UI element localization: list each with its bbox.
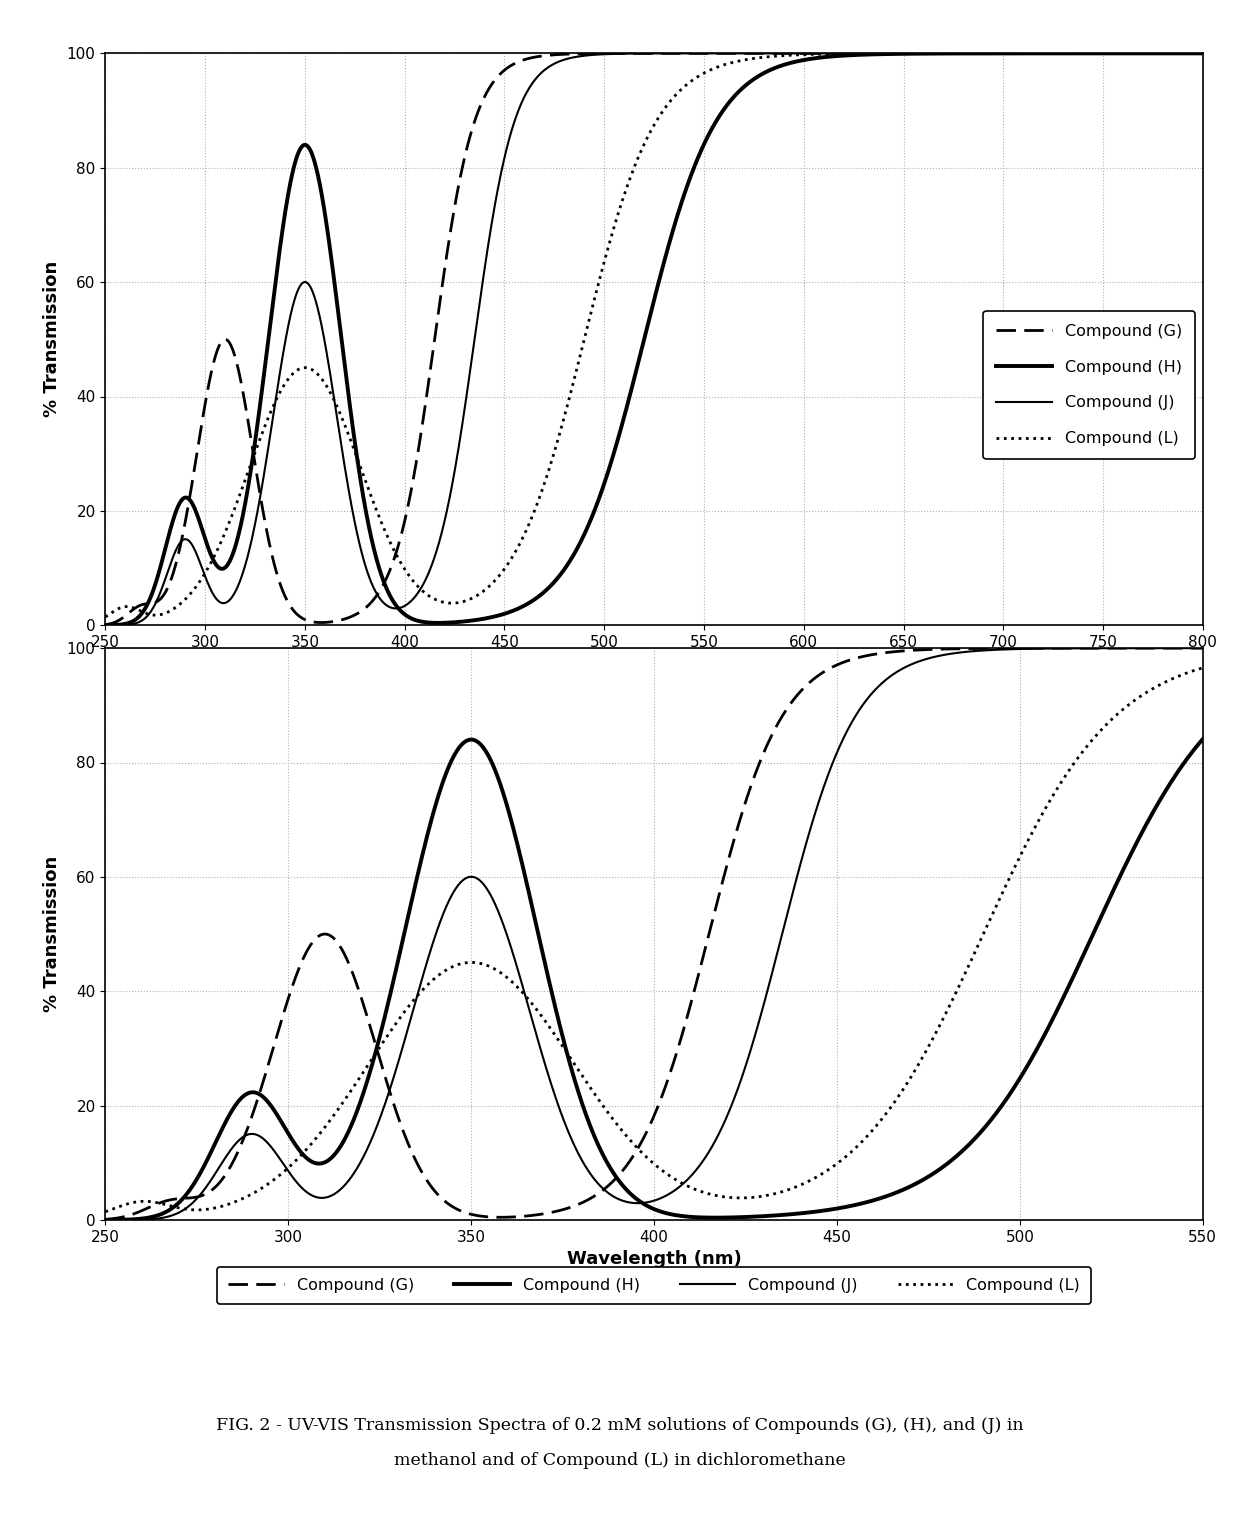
Legend: Compound (G), Compound (H), Compound (J), Compound (L): Compound (G), Compound (H), Compound (J)… bbox=[217, 1267, 1091, 1304]
X-axis label: Wavelength (nm): Wavelength (nm) bbox=[567, 1250, 742, 1269]
Y-axis label: % Transmission: % Transmission bbox=[43, 856, 61, 1013]
Y-axis label: % Transmission: % Transmission bbox=[43, 261, 61, 418]
Text: FIG. 2 - UV-VIS Transmission Spectra of 0.2 mM solutions of Compounds (G), (H), : FIG. 2 - UV-VIS Transmission Spectra of … bbox=[216, 1417, 1024, 1435]
Text: methanol and of Compound (L) in dichloromethane: methanol and of Compound (L) in dichloro… bbox=[394, 1452, 846, 1470]
Legend: Compound (G), Compound (H), Compound (J), Compound (L): Compound (G), Compound (H), Compound (J)… bbox=[983, 311, 1195, 459]
X-axis label: Wavelength (nm): Wavelength (nm) bbox=[567, 656, 742, 674]
